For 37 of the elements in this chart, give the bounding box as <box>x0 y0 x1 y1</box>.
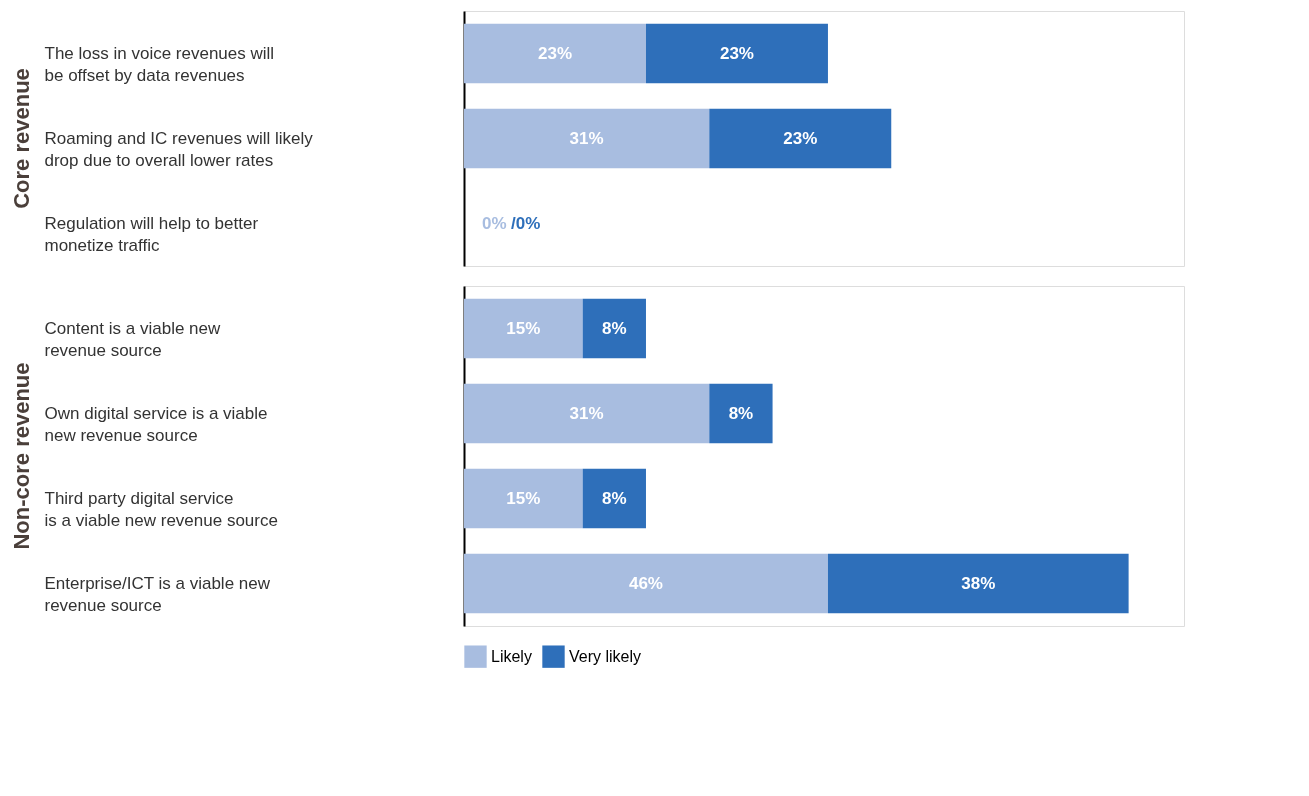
bar <box>464 383 710 444</box>
bar <box>464 298 583 359</box>
data-label: 15% <box>506 318 541 338</box>
y-tick-label: The loss in voice revenues will be offset by data revenues <box>44 43 275 85</box>
text: Core revenue <box>9 68 34 209</box>
bar <box>464 468 583 529</box>
bar <box>464 553 828 614</box>
bar <box>827 553 1129 614</box>
y-tick-label: Own digital service is a viable new revenue source <box>44 403 268 445</box>
data-label: 46% <box>628 573 663 593</box>
data-label: 38% <box>961 573 996 593</box>
data-label: 0% <box>482 213 507 233</box>
y-tick-label: Third party digital service is a viable new revenue source <box>44 488 278 530</box>
data-label: 15% <box>506 488 541 508</box>
data-label: 23% <box>783 128 818 148</box>
legend-label: Likely <box>491 647 532 665</box>
y-tick-label: Content is a viable new revenue source <box>44 318 221 360</box>
text: Non-core revenue <box>9 362 34 550</box>
bar <box>464 23 646 84</box>
data-label: 8% <box>602 318 627 338</box>
data-label: 31% <box>569 403 604 423</box>
y-tick-label: Regulation will help to better monetize traffic <box>44 213 259 255</box>
legend-label: Very likely <box>569 647 642 665</box>
y-tick-label: Roaming and IC revenues will likely drop due to overall lower rates <box>44 128 314 170</box>
data-label: /0% <box>511 213 541 233</box>
bar <box>582 468 646 529</box>
bar <box>582 298 646 359</box>
bar <box>645 23 828 84</box>
data-label: 31% <box>569 128 604 148</box>
bar <box>709 108 892 169</box>
data-label: 23% <box>719 43 754 63</box>
y-tick-label: Enterprise/ICT is a viable new revenue source <box>44 573 271 615</box>
bar <box>464 108 710 169</box>
data-label: 8% <box>602 488 627 508</box>
data-label: 8% <box>728 403 754 423</box>
data-label: 23% <box>537 43 572 63</box>
bar <box>709 383 773 444</box>
